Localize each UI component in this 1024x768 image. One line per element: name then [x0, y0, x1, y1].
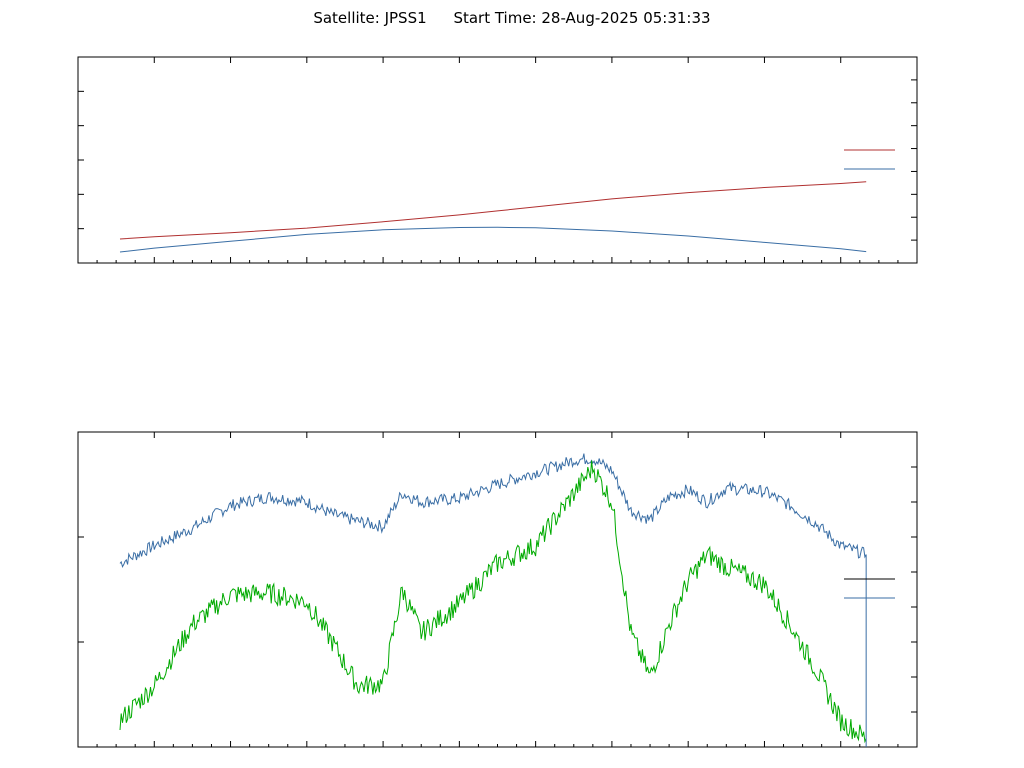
plot-frame — [77, 431, 918, 748]
series-line-ebno — [119, 453, 867, 569]
series-line-Elevation — [119, 226, 867, 253]
series-line-Azimuth — [119, 181, 867, 240]
receive-signal-chart — [77, 431, 918, 748]
series-line-unlabelled-trace — [119, 460, 867, 744]
start-time-label: Start Time: 28-Aug-2025 05:31:33 — [453, 9, 710, 27]
satellite-label: Satellite: JPSS1 — [313, 9, 426, 27]
plot-frame — [77, 56, 918, 264]
position-chart — [77, 56, 918, 264]
